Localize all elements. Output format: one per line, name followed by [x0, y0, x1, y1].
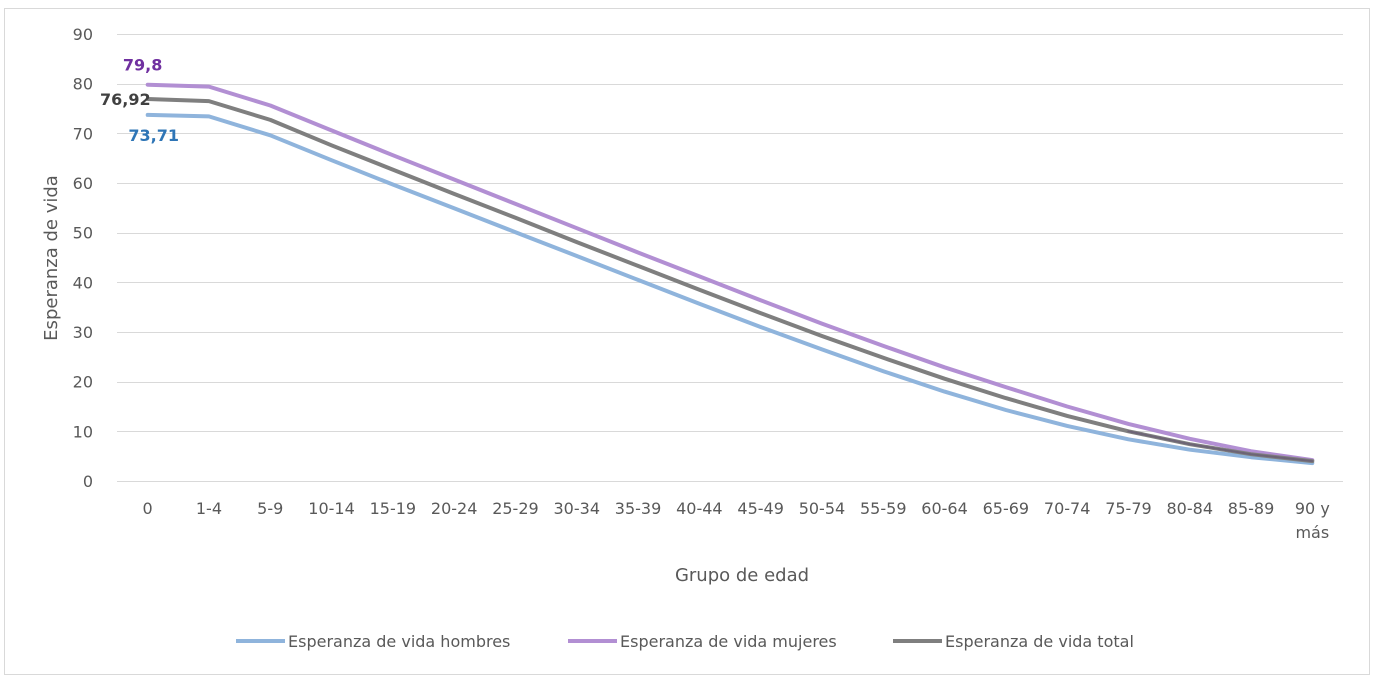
x-tick-label: 70-74	[1044, 499, 1091, 518]
y-tick-label: 90	[73, 25, 93, 44]
x-tick-label: 80-84	[1167, 499, 1214, 518]
data-labels: 73,71 79,8 76,92	[100, 56, 179, 145]
y-tick-label: 40	[73, 273, 93, 292]
data-label-3: 76,92	[100, 90, 151, 109]
data-label-2: 79,8	[123, 56, 162, 75]
x-tick-label: 10-14	[308, 499, 355, 518]
x-tick-label: 85-89	[1228, 499, 1275, 518]
legend: Esperanza de vida hombres Esperanza de vi…	[236, 632, 1134, 651]
x-tick-label: 5-9	[257, 499, 283, 518]
x-tick-label: 65-69	[983, 499, 1030, 518]
x-tick-label: 20-24	[431, 499, 478, 518]
y-tick-label: 30	[73, 323, 93, 342]
x-tick-label: 40-44	[676, 499, 723, 518]
series-lines	[145, 82, 1315, 466]
data-label-1: 73,71	[128, 126, 179, 145]
gridlines	[117, 34, 1343, 482]
y-tick-label: 0	[83, 472, 93, 491]
legend-label-2: Esperanza de vida mujeres	[620, 632, 837, 651]
series-overlap-shade	[1127, 430, 1314, 463]
x-tick-label: 90 y más	[1295, 499, 1330, 542]
x-tick-label: 50-54	[799, 499, 846, 518]
y-tick-label: 50	[73, 224, 93, 243]
y-tick-label: 10	[73, 422, 93, 441]
chart-border	[4, 8, 1370, 675]
y-tick-label: 20	[73, 373, 93, 392]
x-tick-label: 35-39	[615, 499, 662, 518]
x-tick-label: 60-64	[921, 499, 968, 518]
series-line-2	[145, 82, 1315, 463]
series-line-3	[145, 97, 1315, 464]
y-tick-label: 70	[73, 124, 93, 143]
y-axis-title: Esperanza de vida	[41, 175, 62, 341]
x-tick-label: 75-79	[1105, 499, 1152, 518]
y-axis-ticks: 0 10 20 30 40 50 60 70 80 90	[73, 25, 93, 491]
x-tick-label: 30-34	[554, 499, 601, 518]
x-tick-label: 15-19	[370, 499, 417, 518]
x-tick-label: 1-4	[196, 499, 222, 518]
x-axis-title: Grupo de edad	[675, 565, 809, 586]
x-tick-label: 55-59	[860, 499, 907, 518]
x-axis-ticks: 0 1-4 5-9 10-14 15-19 20-24 25-29 30-34 35-39 40-…	[143, 499, 1330, 542]
legend-label-1: Esperanza de vida hombres	[288, 632, 510, 651]
x-tick-label: 25-29	[492, 499, 539, 518]
x-tick-label: 0	[143, 499, 153, 518]
y-tick-label: 80	[73, 75, 93, 94]
series-line-1	[145, 112, 1315, 466]
x-tick-label: 45-49	[737, 499, 784, 518]
legend-label-3: Esperanza de vida total	[945, 632, 1134, 651]
y-tick-label: 60	[73, 174, 93, 193]
